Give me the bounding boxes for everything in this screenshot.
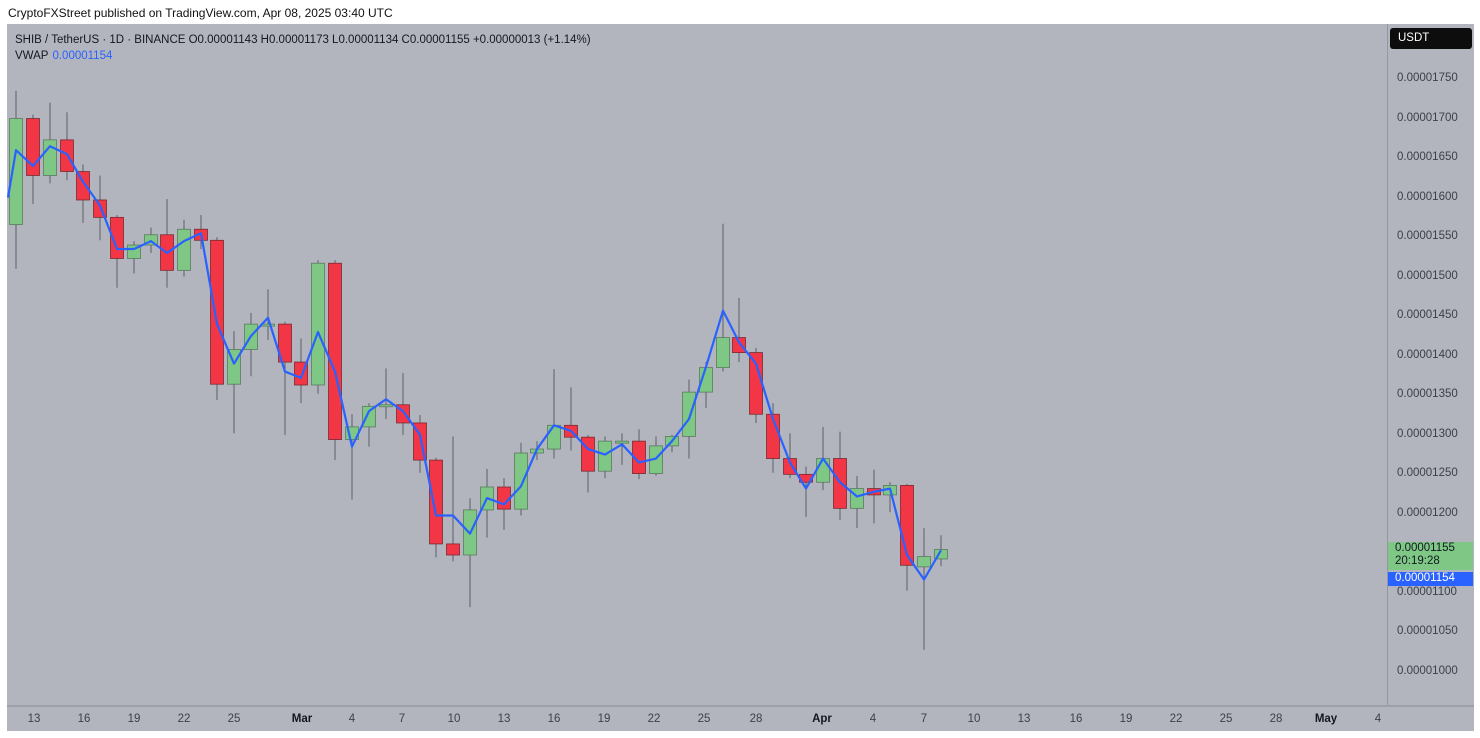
- currency-button[interactable]: USDT: [1390, 28, 1472, 49]
- candle-body: [716, 337, 730, 369]
- candle-body: [261, 323, 275, 327]
- time-tick-label: 4: [348, 713, 356, 725]
- time-tick-label: 16: [77, 713, 91, 725]
- chart-legend: SHIB / TetherUS · 1D · BINANCE O0.000011…: [15, 32, 591, 64]
- time-tick-label: 19: [127, 713, 141, 725]
- time-tick-label: Mar: [291, 713, 313, 725]
- time-tick-label: 13: [1017, 713, 1031, 725]
- candle-body: [76, 171, 90, 201]
- candle-body: [682, 391, 696, 437]
- vwap-label: VWAP: [15, 50, 49, 62]
- time-tick-label: 4: [869, 713, 877, 725]
- candle-body: [816, 458, 830, 483]
- price-tick-label: 0.00001100: [1397, 585, 1457, 598]
- candle-body: [598, 440, 612, 472]
- chart-area[interactable]: SHIB / TetherUS · 1D · BINANCE O0.000011…: [7, 24, 1474, 731]
- time-tick-label: 25: [1219, 713, 1233, 725]
- vwap-value: 0.00001154: [52, 50, 113, 62]
- candle-body: [429, 459, 443, 545]
- price-tick-label: 0.00001650: [1397, 151, 1458, 164]
- time-tick-label: May: [1314, 713, 1338, 725]
- candle-body: [278, 323, 292, 363]
- candle-body: [632, 440, 646, 474]
- time-tick-label: 4: [1374, 713, 1382, 725]
- last-price-label: 0.00001155 20:19:28: [1388, 542, 1473, 570]
- price-tick-label: 0.00001750: [1397, 72, 1458, 84]
- price-tick-label: 0.00001400: [1397, 348, 1458, 361]
- price-tick-label: 0.00001450: [1397, 309, 1458, 322]
- price-tick-label: 0.00001550: [1397, 230, 1458, 243]
- bar-countdown: 20:19:28: [1395, 555, 1440, 567]
- time-tick-label: Apr: [812, 713, 832, 725]
- candle-body: [177, 228, 191, 271]
- candle-body: [917, 556, 931, 568]
- candle-body: [9, 118, 23, 225]
- time-tick-label: 22: [1169, 713, 1183, 725]
- time-tick-label: 10: [967, 713, 981, 725]
- time-tick-label: 10: [447, 713, 461, 725]
- candle-body: [783, 458, 797, 475]
- price-tick-label: 0.00001600: [1397, 190, 1458, 203]
- time-tick-label: 7: [920, 713, 928, 725]
- price-tick-label: 0.00001050: [1397, 625, 1458, 638]
- time-tick-label: 13: [27, 713, 41, 725]
- time-tick-label: 16: [1069, 713, 1083, 725]
- time-tick-label: 16: [547, 713, 561, 725]
- time-tick-label: 28: [1269, 713, 1283, 725]
- price-tick-label: 0.00001700: [1397, 111, 1458, 124]
- candle-body: [379, 404, 393, 408]
- time-tick-label: 7: [398, 713, 406, 725]
- time-tick-label: 22: [647, 713, 661, 725]
- candle-body: [749, 352, 763, 415]
- price-tick-label: 0.00001000: [1397, 665, 1458, 678]
- candle-body: [514, 452, 528, 510]
- last-price-value: 0.00001155: [1395, 542, 1455, 554]
- vwap-legend[interactable]: VWAP 0.00001154: [15, 48, 591, 64]
- price-tick-label: 0.00001300: [1397, 427, 1458, 440]
- price-tick-label: 0.00001200: [1397, 506, 1458, 519]
- time-axis[interactable]: [7, 705, 1474, 733]
- candle-body: [547, 424, 561, 450]
- candlestick-plot[interactable]: [7, 24, 1474, 731]
- time-tick-label: 25: [697, 713, 711, 725]
- candle-body: [615, 440, 629, 444]
- price-tick-label: 0.00001350: [1397, 388, 1458, 401]
- vwap-line: [7, 145, 942, 581]
- candle-body: [446, 543, 460, 556]
- time-tick-label: 19: [597, 713, 611, 725]
- vwap-price-value: 0.00001154: [1395, 572, 1455, 584]
- time-tick-label: 22: [177, 713, 191, 725]
- time-tick-label: 13: [497, 713, 511, 725]
- candle-body: [581, 436, 595, 472]
- candle-body: [732, 337, 746, 353]
- candle-body: [311, 262, 325, 386]
- candle-body: [934, 549, 948, 560]
- time-tick-label: 28: [749, 713, 763, 725]
- candle-body: [362, 405, 376, 428]
- candle-body: [144, 234, 158, 246]
- time-tick-label: 19: [1119, 713, 1133, 725]
- price-tick-label: 0.00001500: [1397, 269, 1458, 282]
- publisher-line: CryptoFXStreet published on TradingView.…: [8, 6, 393, 20]
- time-tick-label: 25: [227, 713, 241, 725]
- vwap-price-label: 0.00001154: [1388, 572, 1473, 586]
- price-tick-label: 0.00001250: [1397, 467, 1458, 480]
- price-axis[interactable]: [1387, 24, 1475, 705]
- candle-body: [328, 262, 342, 440]
- candle-body: [210, 239, 224, 385]
- symbol-ohlc-line: SHIB / TetherUS · 1D · BINANCE O0.000011…: [15, 34, 591, 46]
